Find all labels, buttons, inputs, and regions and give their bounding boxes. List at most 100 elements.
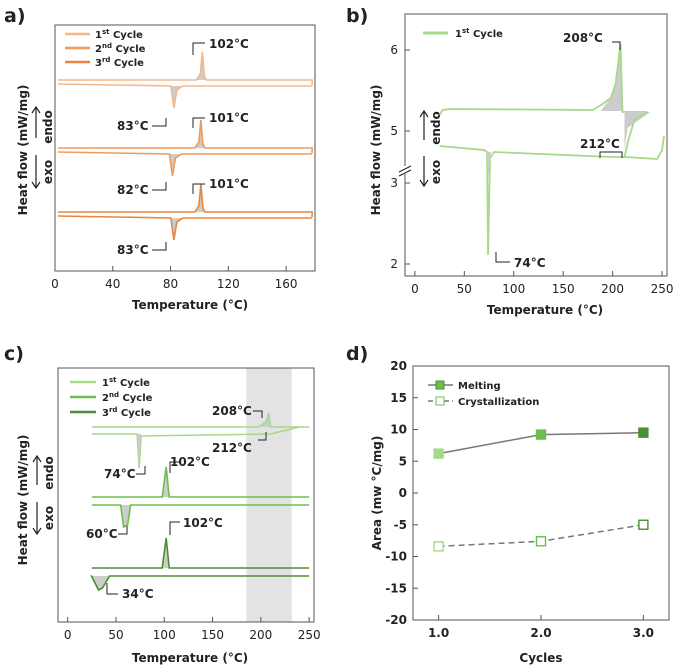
panel-b-endo-label: endo	[429, 111, 443, 145]
panel-d-series	[433, 427, 649, 552]
ann-bracket	[612, 41, 621, 50]
crystallization-area	[474, 150, 492, 180]
x-tick-label: 50	[457, 282, 472, 296]
panel-c-highlight-band	[246, 368, 292, 622]
ann-bracket	[599, 151, 623, 158]
ann-c-5: 60°C	[86, 527, 118, 541]
cooling-trace	[57, 215, 313, 241]
panel-d-ylabel: Area (mw °C/mg)	[370, 436, 384, 551]
panel-c-legend: 1st Cycle 2nd Cycle 3rd Cycle	[70, 376, 153, 419]
ann-b-2: 212°C	[580, 137, 620, 151]
cooling-trace	[91, 426, 300, 469]
heating-trace	[91, 537, 310, 569]
ann-bracket	[192, 183, 205, 194]
y-tick-label: -15	[385, 581, 407, 595]
ann-bracket	[192, 42, 205, 55]
x-tick-label: 200	[249, 628, 272, 642]
cooling-trace	[439, 111, 665, 256]
heating-trace	[57, 183, 313, 217]
ann-a-4: 82°C	[117, 183, 149, 197]
melting-area	[258, 413, 271, 427]
legend-item-2: 2nd Cycle	[95, 42, 146, 55]
axis-break-icon	[398, 169, 412, 177]
ann-bracket	[106, 583, 118, 595]
heating-trace	[438, 43, 648, 116]
legend-item-crystallization: Crystallization	[458, 397, 539, 408]
panel-d-frame	[412, 365, 670, 621]
x-tick-label: 150	[552, 282, 575, 296]
heating-trace	[91, 466, 310, 498]
x-tick-label: 0	[411, 282, 419, 296]
legend-item-3: 3rd Cycle	[102, 406, 151, 419]
panel-a-endo-exo: endo exo	[31, 105, 55, 190]
x-tick-label: 3.0	[633, 626, 654, 640]
ann-bracket	[152, 118, 167, 127]
x-tick-label: 0	[51, 277, 59, 291]
y-tick-label: 3	[390, 176, 398, 190]
legend-item-3: 3rd Cycle	[95, 56, 144, 69]
panel-a-annotations: 102°C 83°C 101°C 82°C 101°C 83°C	[117, 37, 249, 257]
panel-b-endo-exo: endo exo	[419, 109, 443, 188]
data-point-crystallization	[638, 519, 649, 530]
ann-c-2: 212°C	[212, 441, 252, 455]
ann-b-1: 208°C	[563, 31, 603, 45]
x-tick-label: 250	[298, 628, 321, 642]
y-tick-label: 10	[390, 423, 407, 437]
ann-a-5: 101°C	[209, 177, 249, 191]
panel-c-xlabel: Temperature (°C)	[132, 651, 248, 665]
y-tick-label: -20	[385, 613, 407, 627]
crystallization-area	[137, 434, 142, 468]
heating-trace	[57, 119, 313, 153]
panel-b-legend: 1st Cycle	[423, 27, 503, 40]
y-tick-label: -10	[385, 550, 407, 564]
legend-item-1: 1st Cycle	[102, 376, 150, 389]
ann-bracket	[495, 252, 510, 263]
axis-break-gap	[398, 166, 412, 174]
x-tick-label: 160	[275, 277, 298, 291]
legend-item-1: 1st Cycle	[455, 27, 503, 40]
panel-b-frame	[404, 13, 668, 277]
ann-c-7: 34°C	[122, 587, 154, 601]
x-tick-label: 120	[217, 277, 240, 291]
legend-item-1: 1st Cycle	[95, 28, 143, 41]
ann-bracket	[258, 432, 267, 441]
panel-c-x-ticks: 0 50 100 150 200 250	[64, 617, 321, 642]
panel-b-x-ticks: 0 50 100 150 200 250	[411, 271, 674, 296]
y-tick-label: 5	[399, 454, 407, 468]
ann-bracket	[152, 242, 167, 251]
exo-arrowhead-icon	[31, 181, 41, 190]
cooling-trace	[90, 575, 310, 592]
cooling-trace	[57, 83, 313, 109]
y-tick-label: -5	[394, 518, 407, 532]
panel-d-legend: Melting Crystallization	[428, 380, 539, 408]
data-point-melting	[433, 448, 444, 459]
panel-a-exo-label: exo	[41, 160, 55, 184]
x-tick-label: 0	[64, 628, 72, 642]
data-point-crystallization	[433, 541, 444, 552]
ann-b-3: 74°C	[514, 256, 546, 270]
y-tick-label: 0	[399, 486, 407, 500]
panel-c-endo-label: endo	[42, 456, 56, 490]
panel-a-endo-label: endo	[41, 110, 55, 144]
crystallization-area	[91, 576, 110, 590]
axis-break-icon	[398, 165, 412, 173]
panel-a-x-ticks: 0 40 80 120 160	[51, 266, 298, 291]
ann-bracket	[118, 526, 128, 535]
ann-bracket	[136, 466, 146, 475]
crystallization-area	[624, 112, 651, 150]
panel-c-curves	[90, 412, 310, 592]
panel-b-xlabel: Temperature (°C)	[487, 303, 603, 317]
panel-c-exo-label: exo	[42, 506, 56, 530]
data-point-melting	[535, 429, 547, 440]
legend-marker-melting	[435, 380, 445, 390]
panel-a-xlabel: Temperature (°C)	[132, 298, 248, 312]
heating-trace	[91, 412, 310, 428]
ann-c-4: 102°C	[170, 455, 210, 469]
x-tick-label: 150	[201, 628, 224, 642]
endo-arrowhead-icon	[419, 109, 429, 118]
ann-a-3: 101°C	[209, 111, 249, 125]
ann-bracket	[169, 461, 180, 473]
panel-c-frame	[57, 367, 315, 623]
panel-a-legend: 1st Cycle 2nd Cycle 3rd Cycle	[65, 28, 146, 69]
